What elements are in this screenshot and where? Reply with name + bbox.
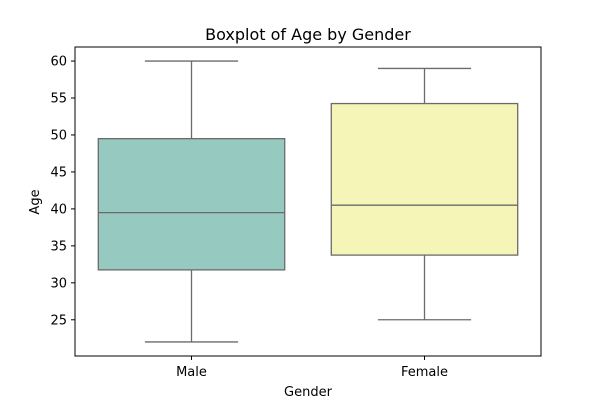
y-tick-label-45: 45: [50, 165, 67, 180]
y-tick-label-25: 25: [50, 313, 67, 328]
y-tick-label-60: 60: [50, 55, 67, 70]
y-axis-label: Age: [28, 189, 43, 214]
box-male: [97, 138, 286, 271]
y-tick-label-40: 40: [50, 202, 67, 217]
y-tick-label-55: 55: [50, 92, 67, 107]
plot-area: 25 30 35 40 45 50 55 60 Male Female: [50, 46, 542, 380]
x-axis-label: Gender: [284, 385, 333, 400]
plot-frame: [74, 46, 542, 357]
y-tick-label-30: 30: [50, 276, 67, 291]
x-tick-label-male: Male: [176, 365, 207, 380]
y-tick-label-35: 35: [50, 239, 67, 254]
chart-title: Boxplot of Age by Gender: [205, 25, 411, 44]
box-female: [330, 102, 519, 256]
y-tick-label-50: 50: [50, 128, 67, 143]
x-tick-label-female: Female: [401, 365, 448, 380]
